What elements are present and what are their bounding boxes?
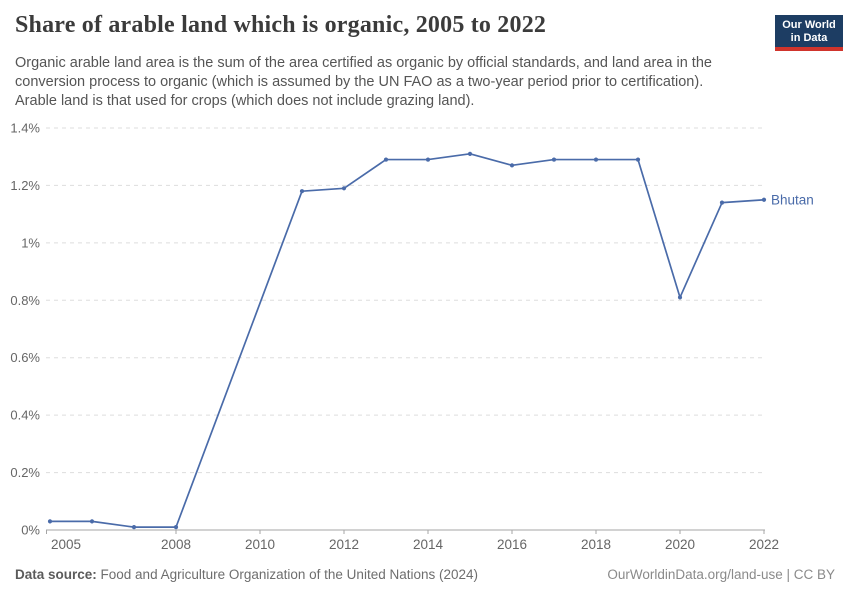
x-axis-tick-label: 2022 bbox=[749, 537, 779, 552]
chart-subtitle: Organic arable land area is the sum of t… bbox=[15, 55, 712, 109]
y-axis-tick-label: 0.4% bbox=[10, 408, 40, 423]
owid-logo[interactable]: Our World in Data bbox=[775, 15, 843, 51]
data-point[interactable] bbox=[509, 163, 515, 168]
line-chart[interactable]: 0% 0.2% 0.4% 0.6% 0.8% 1% 1.2% 1.4% 2005 2008 2010… bbox=[0, 112, 850, 560]
data-point[interactable] bbox=[761, 197, 767, 202]
y-axis-tick-label: 1% bbox=[21, 235, 40, 250]
series-end-label[interactable]: Bhutan bbox=[771, 192, 814, 207]
y-axis-tick-label: 1.4% bbox=[10, 121, 40, 136]
page-title: Share of arable land which is organic, 2… bbox=[15, 12, 547, 38]
data-source-text: Food and Agriculture Organization of the… bbox=[96, 567, 479, 582]
x-axis-tick-label: 2010 bbox=[245, 537, 275, 552]
owid-logo-text-line2: in Data bbox=[790, 31, 828, 44]
data-point[interactable] bbox=[467, 151, 473, 156]
x-axis-tick-label: 2018 bbox=[581, 537, 611, 552]
data-point[interactable] bbox=[677, 295, 683, 300]
data-point[interactable] bbox=[299, 189, 305, 194]
series-line[interactable] bbox=[50, 152, 765, 528]
x-axis-tick-label: 2020 bbox=[665, 537, 695, 552]
x-axis-tick-label: 2016 bbox=[497, 537, 527, 552]
data-point[interactable] bbox=[551, 157, 557, 162]
data-source: Data source: Food and Agriculture Organi… bbox=[15, 567, 478, 582]
data-point[interactable] bbox=[89, 519, 95, 524]
data-point[interactable] bbox=[383, 157, 389, 162]
data-point[interactable] bbox=[635, 157, 641, 162]
data-point[interactable] bbox=[341, 186, 347, 191]
chart-footer: Data source: Food and Agriculture Organi… bbox=[15, 567, 835, 582]
y-axis-tick-label: 0.6% bbox=[10, 350, 40, 365]
y-axis-tick-label: 0% bbox=[21, 523, 40, 538]
x-axis-tick-label: 2012 bbox=[329, 537, 359, 552]
credit-link[interactable]: OurWorldinData.org/land-use | CC BY bbox=[607, 567, 835, 582]
data-point[interactable] bbox=[47, 519, 53, 524]
y-axis-tick-label: 0.8% bbox=[10, 293, 40, 308]
y-axis-tick-label: 0.2% bbox=[10, 465, 40, 480]
x-axis-tick-label: 2005 bbox=[51, 537, 81, 552]
data-source-label: Data source: bbox=[15, 567, 97, 582]
data-point[interactable] bbox=[173, 525, 179, 530]
x-axis-tick-label: 2008 bbox=[161, 537, 191, 552]
data-point[interactable] bbox=[593, 157, 599, 162]
data-point[interactable] bbox=[719, 200, 725, 205]
y-axis-tick-label: 1.2% bbox=[10, 178, 40, 193]
x-axis-tick-label: 2014 bbox=[413, 537, 444, 552]
data-point[interactable] bbox=[425, 157, 431, 162]
owid-logo-text-line1: Our World bbox=[782, 19, 836, 31]
data-point[interactable] bbox=[131, 525, 137, 530]
